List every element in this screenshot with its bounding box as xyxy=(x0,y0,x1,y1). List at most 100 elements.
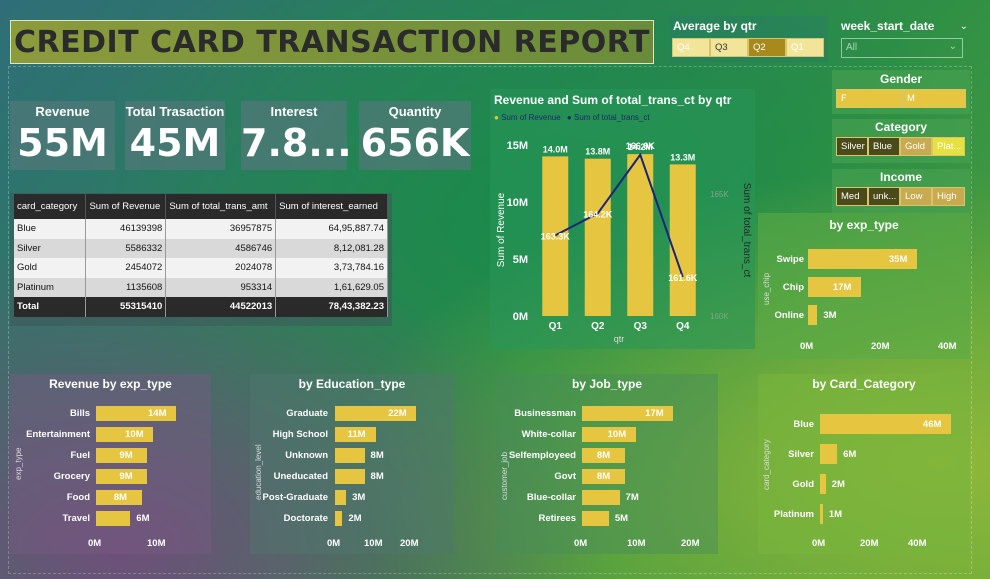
revenue-bar[interactable] xyxy=(542,156,569,316)
bar[interactable] xyxy=(808,249,917,269)
bar[interactable] xyxy=(820,474,826,494)
bar[interactable] xyxy=(335,469,365,484)
slicer-chip-blue[interactable]: Blue xyxy=(868,137,900,156)
table-cell: 46139398 xyxy=(85,219,167,239)
data-label: 8M xyxy=(596,450,611,461)
bar[interactable] xyxy=(335,511,343,526)
job-type-panel[interactable]: by Job_type customer_job Businessman 17M W… xyxy=(496,374,718,554)
slicer-category[interactable]: Category Silver Blue Gold Plat... xyxy=(832,119,970,163)
chart-legend: ● Sum of Revenue ● Sum of total_trans_ct xyxy=(494,113,755,122)
slicer-chip-q1[interactable]: Q1 xyxy=(786,38,824,57)
y2-axis-title: Sum of total_trans_ct xyxy=(741,183,752,278)
education-type-panel[interactable]: by Education_type education_level Gradua… xyxy=(250,374,454,554)
slicer-chip-q4[interactable]: Q4 xyxy=(672,38,710,57)
bar-label: Gold xyxy=(792,478,814,490)
bar[interactable] xyxy=(582,406,674,421)
data-label: 22M xyxy=(388,408,407,419)
bar[interactable] xyxy=(820,504,823,524)
slicer-chip-high[interactable]: High xyxy=(932,187,965,206)
y-tick-label: 10M xyxy=(507,197,528,209)
table-row[interactable]: Silver 5586332 4586746 8,12,081.28 xyxy=(14,238,388,258)
column-header[interactable]: Sum of interest_earned xyxy=(275,194,388,219)
revenue-by-exp-type-panel[interactable]: Revenue by exp_type exp_type Bills 14M Ent… xyxy=(10,374,211,554)
bar[interactable] xyxy=(96,490,142,505)
bar[interactable] xyxy=(96,511,131,526)
kpi-card-revenue[interactable]: Revenue 55M xyxy=(10,101,115,170)
week-dropdown[interactable]: All ⌄ xyxy=(841,38,963,58)
data-label: 2M xyxy=(831,478,845,490)
bar[interactable] xyxy=(96,448,148,463)
transaction-count-line xyxy=(554,152,684,278)
table-cell: 64,95,887.74 xyxy=(275,219,388,239)
kpi-card-interest[interactable]: Interest 7.8... xyxy=(241,101,352,170)
bar[interactable] xyxy=(335,490,347,505)
slicer-chip-silver[interactable]: Silver xyxy=(836,137,868,156)
bar-label: Chip xyxy=(782,281,804,293)
data-label: 2M xyxy=(348,513,362,524)
bar[interactable] xyxy=(582,490,620,505)
bar-label: Govt xyxy=(554,471,576,482)
column-header[interactable]: Sum of total_trans_amt xyxy=(165,194,277,219)
data-label: 11M xyxy=(347,429,366,440)
bar-label: Food xyxy=(66,492,90,503)
kpi-card-transactions[interactable]: Total Trasaction 45M xyxy=(125,101,225,170)
slicer-chip-m[interactable]: M xyxy=(902,89,966,108)
bar[interactable] xyxy=(808,277,861,297)
category-summary-table[interactable]: card_category Sum of Revenue Sum of tota… xyxy=(10,193,392,326)
data-label: 8M xyxy=(370,450,384,461)
bar[interactable] xyxy=(582,469,625,484)
table-row[interactable]: Blue 46139398 36957875 64,95,887.74 xyxy=(14,219,388,239)
revenue-bar[interactable] xyxy=(584,158,611,316)
x-tick-label: Q1 xyxy=(549,321,563,332)
kpi-value: 55M xyxy=(17,121,108,165)
bar[interactable] xyxy=(582,511,609,526)
slicer-chip-low[interactable]: Low xyxy=(900,187,932,206)
slicer-week-start-date[interactable]: week_start_date ⌄ All ⌄ xyxy=(838,16,968,62)
table-cell: 3,73,784.16 xyxy=(275,258,388,278)
bar[interactable] xyxy=(582,427,636,442)
kpi-label: Total Trasaction xyxy=(125,104,225,119)
bar-label: Post-Graduate xyxy=(262,492,328,503)
slicer-chip-f[interactable]: F xyxy=(836,89,902,108)
bar[interactable] xyxy=(335,406,417,421)
table-row[interactable]: Platinum 1135608 953314 1,61,629.05 xyxy=(14,277,388,297)
chevron-down-icon[interactable]: ⌄ xyxy=(959,20,968,32)
revenue-qtr-combo-chart[interactable]: 15M 10M 5M 0M 165K 160K 14.0M Q1 13.8M Q2 14.2M Q3 1… xyxy=(490,119,755,349)
slicer-title: Income xyxy=(879,170,922,184)
table-cell: 78,43,382.23 xyxy=(275,297,388,317)
x-tick-label: 40M xyxy=(908,538,927,549)
bar[interactable] xyxy=(96,406,176,421)
x-tick-label: 10M xyxy=(364,538,383,549)
slicer-chip-med[interactable]: Med xyxy=(836,187,868,206)
exp-type-chart-panel[interactable]: by exp_type use_chip Swipe 35M Chip 17M Onli… xyxy=(758,213,970,359)
slicer-chip-platinum[interactable]: Plat... xyxy=(932,137,965,156)
bar[interactable] xyxy=(96,427,154,442)
column-header[interactable]: Sum of Revenue xyxy=(85,194,167,219)
slicer-income[interactable]: Income Med unk... Low High xyxy=(832,169,970,213)
slicer-chip-unknown[interactable]: unk... xyxy=(868,187,900,206)
bar[interactable] xyxy=(335,448,365,463)
slicer-title: Gender xyxy=(879,72,922,86)
bar[interactable] xyxy=(820,444,838,464)
revenue-bar[interactable] xyxy=(669,164,696,316)
slicer-chip-q3[interactable]: Q3 xyxy=(710,38,748,57)
slicer-chip-gold[interactable]: Gold xyxy=(900,137,932,156)
table-total-row[interactable]: Total 55315410 44522013 78,43,382.23 xyxy=(14,297,388,317)
card-category-panel[interactable]: by Card_Category card_category Blue 46M Si… xyxy=(758,374,970,554)
kpi-value: 656K xyxy=(360,121,470,165)
chart-title: Revenue by exp_type xyxy=(49,377,172,391)
bar[interactable] xyxy=(335,427,376,442)
data-label: 1M xyxy=(828,508,843,520)
bar[interactable] xyxy=(96,469,148,484)
column-header[interactable]: card_category xyxy=(14,194,87,219)
bar-label: Doctorate xyxy=(283,513,328,524)
bar[interactable] xyxy=(808,305,818,325)
bar[interactable] xyxy=(582,448,625,463)
table-row[interactable]: Gold 2454072 2024078 3,73,784.16 xyxy=(14,258,388,278)
slicer-average-by-qtr[interactable]: Average by qtr Q4 Q3 Q2 Q1 xyxy=(670,16,828,62)
revenue-by-qtr-chart-panel[interactable]: Revenue and Sum of total_trans_ct by qtr… xyxy=(490,89,755,349)
bar[interactable] xyxy=(820,414,951,434)
kpi-card-quantity[interactable]: Quantity 656K xyxy=(359,101,471,170)
slicer-chip-q2[interactable]: Q2 xyxy=(748,38,786,57)
